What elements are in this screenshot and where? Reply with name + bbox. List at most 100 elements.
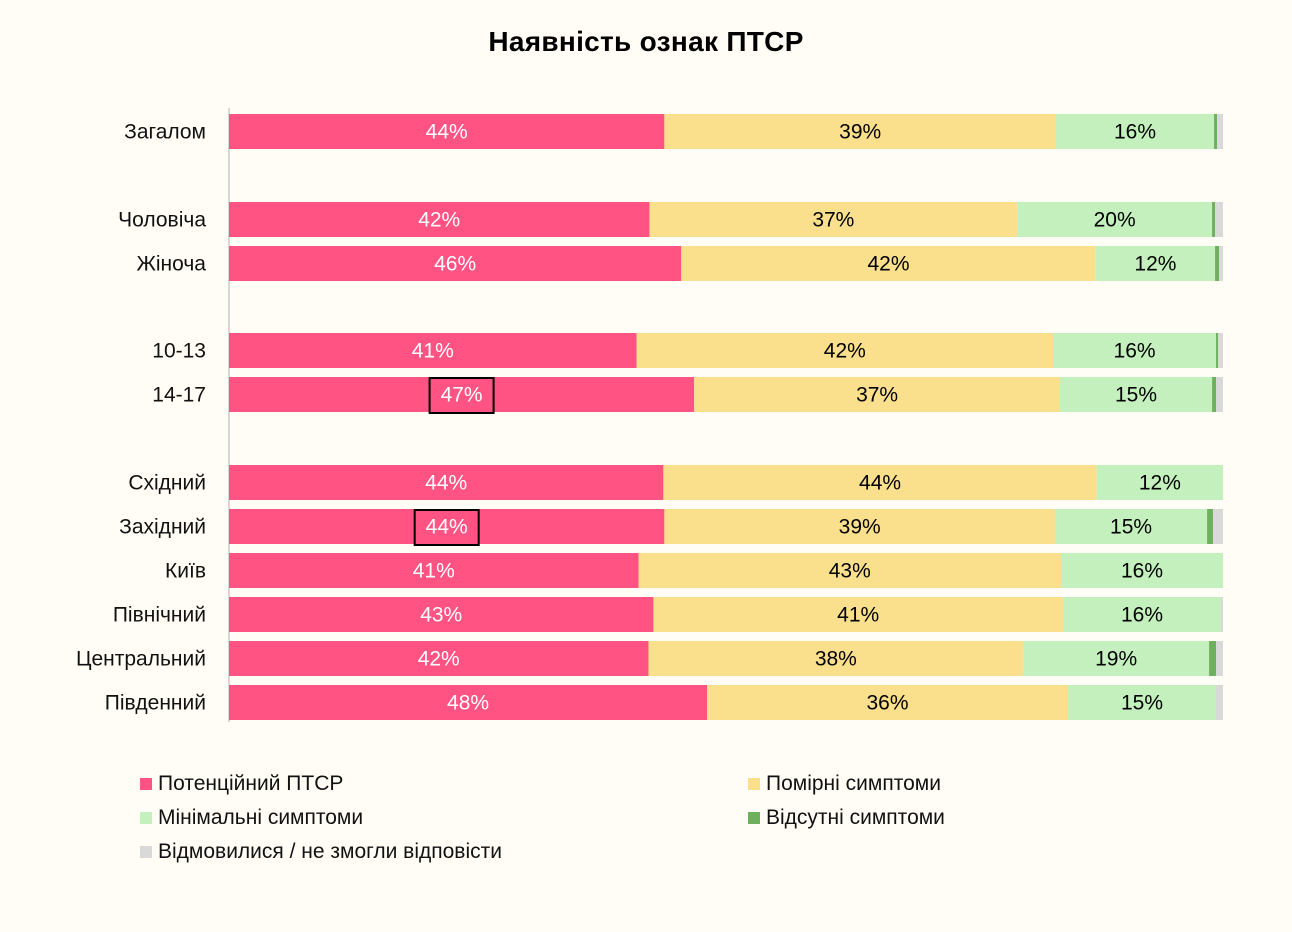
data-label: 12%: [1139, 472, 1181, 495]
bar-segment: [1053, 333, 1217, 368]
bar-segment: [229, 465, 664, 500]
data-label: 47%: [441, 384, 483, 407]
bar-segment: [681, 246, 1096, 281]
data-label: 12%: [1134, 253, 1176, 276]
bar-segment: [1215, 246, 1220, 281]
legend-item: Відмовилися / не змогли відповісти: [140, 840, 502, 864]
data-label: 36%: [867, 692, 909, 715]
bar-segment: [1017, 202, 1213, 237]
category-label: Київ: [165, 560, 206, 583]
bar-segment: [653, 597, 1063, 632]
category-label: 14-17: [152, 384, 206, 407]
bar-segment: [638, 553, 1061, 588]
data-label: 42%: [868, 253, 910, 276]
legend-item: Помірні симптоми: [748, 772, 941, 796]
data-label: 16%: [1121, 604, 1163, 627]
bar-segment: [1055, 509, 1208, 544]
bar-segment: [1212, 377, 1217, 412]
data-label: 37%: [856, 384, 898, 407]
bar-segment: [1218, 333, 1223, 368]
bar-segment: [229, 641, 649, 676]
data-label: 48%: [447, 692, 489, 715]
bar-segment: [229, 114, 665, 149]
category-label: Чоловіча: [118, 209, 206, 232]
bar-segment: [664, 509, 1056, 544]
bar-segment: [229, 597, 654, 632]
bar-segment: [1207, 509, 1214, 544]
data-label: 15%: [1121, 692, 1163, 715]
category-label: Північний: [113, 604, 206, 627]
bar-segment: [229, 333, 637, 368]
bar-segment: [648, 641, 1024, 676]
bar-segment: [1219, 246, 1223, 281]
data-label: 44%: [426, 121, 468, 144]
bar-segment: [663, 465, 1097, 500]
bar-segment: [636, 333, 1054, 368]
legend-label: Потенційний ПТСР: [158, 772, 344, 795]
category-label: Південний: [105, 692, 206, 715]
legend-swatch: [748, 778, 760, 790]
data-label: 43%: [829, 560, 871, 583]
bar-segment: [1212, 202, 1216, 237]
legend-label: Мінімальні симптоми: [158, 806, 364, 829]
data-label: 41%: [412, 340, 454, 363]
stacked-bar-chart: Загалом 44% 39% 16% Чоловіча 42% 37% 20% Жіноча 4…: [76, 108, 1223, 722]
data-label: 41%: [837, 604, 879, 627]
bar-segment: [694, 377, 1060, 412]
category-label: Загалом: [124, 121, 206, 144]
legend-swatch: [140, 812, 152, 824]
category-label: Центральний: [76, 648, 206, 671]
bar-segment: [1213, 509, 1223, 544]
bar-segment: [1216, 685, 1223, 720]
bar-segment: [1067, 685, 1217, 720]
legend-item: Мінімальні симптоми: [140, 806, 363, 830]
bar-segment: [1023, 641, 1210, 676]
legend-label: Відсутні симптоми: [766, 806, 945, 829]
bar-segment: [229, 553, 639, 588]
legend-label: Помірні симптоми: [766, 772, 941, 795]
data-label: 46%: [434, 253, 476, 276]
bar-segment: [1062, 597, 1222, 632]
highlight-box: [428, 377, 495, 414]
category-label: Західний: [119, 516, 206, 539]
legend-swatch: [748, 812, 760, 824]
data-label: 20%: [1094, 209, 1136, 232]
data-label: 44%: [425, 472, 467, 495]
data-label: 16%: [1114, 121, 1156, 144]
bar-segment: [229, 685, 708, 720]
data-label: 42%: [418, 648, 460, 671]
highlight-box: [413, 509, 480, 546]
data-label: 44%: [426, 516, 468, 539]
bar-segment: [229, 509, 665, 544]
data-label: 16%: [1114, 340, 1156, 363]
bar-segment: [1216, 333, 1219, 368]
category-label: Жіноча: [137, 253, 207, 276]
bar-segment: [1059, 377, 1213, 412]
bar-segment: [664, 114, 1057, 149]
bar-segment: [1216, 377, 1223, 412]
data-label: 38%: [815, 648, 857, 671]
chart-title: Наявність ознак ПТСР: [488, 26, 804, 57]
category-label: Східний: [128, 472, 206, 495]
bar-segment: [1217, 114, 1223, 149]
data-label: 15%: [1115, 384, 1157, 407]
chart-legend: Потенційний ПТСР Помірні симптоми Мінімаль…: [140, 772, 1140, 872]
bar-segment: [1056, 114, 1215, 149]
legend-label: Відмовилися / не змогли відповісти: [158, 840, 502, 863]
legend-swatch: [140, 778, 152, 790]
bar-segment: [229, 377, 695, 412]
bar-segment: [649, 202, 1018, 237]
legend-swatch: [140, 846, 152, 858]
data-label: 41%: [413, 560, 455, 583]
legend-item: Потенційний ПТСР: [140, 772, 343, 796]
legend-item: Відсутні симптоми: [748, 806, 945, 830]
bar-segment: [1221, 597, 1223, 632]
data-label: 43%: [420, 604, 462, 627]
data-label: 39%: [839, 121, 881, 144]
bar-segment: [1215, 202, 1223, 237]
bar-segment: [1095, 246, 1216, 281]
bar-segment: [1216, 641, 1223, 676]
bar-segment: [229, 246, 682, 281]
data-label: 44%: [859, 472, 901, 495]
bar-segment: [1096, 465, 1223, 500]
